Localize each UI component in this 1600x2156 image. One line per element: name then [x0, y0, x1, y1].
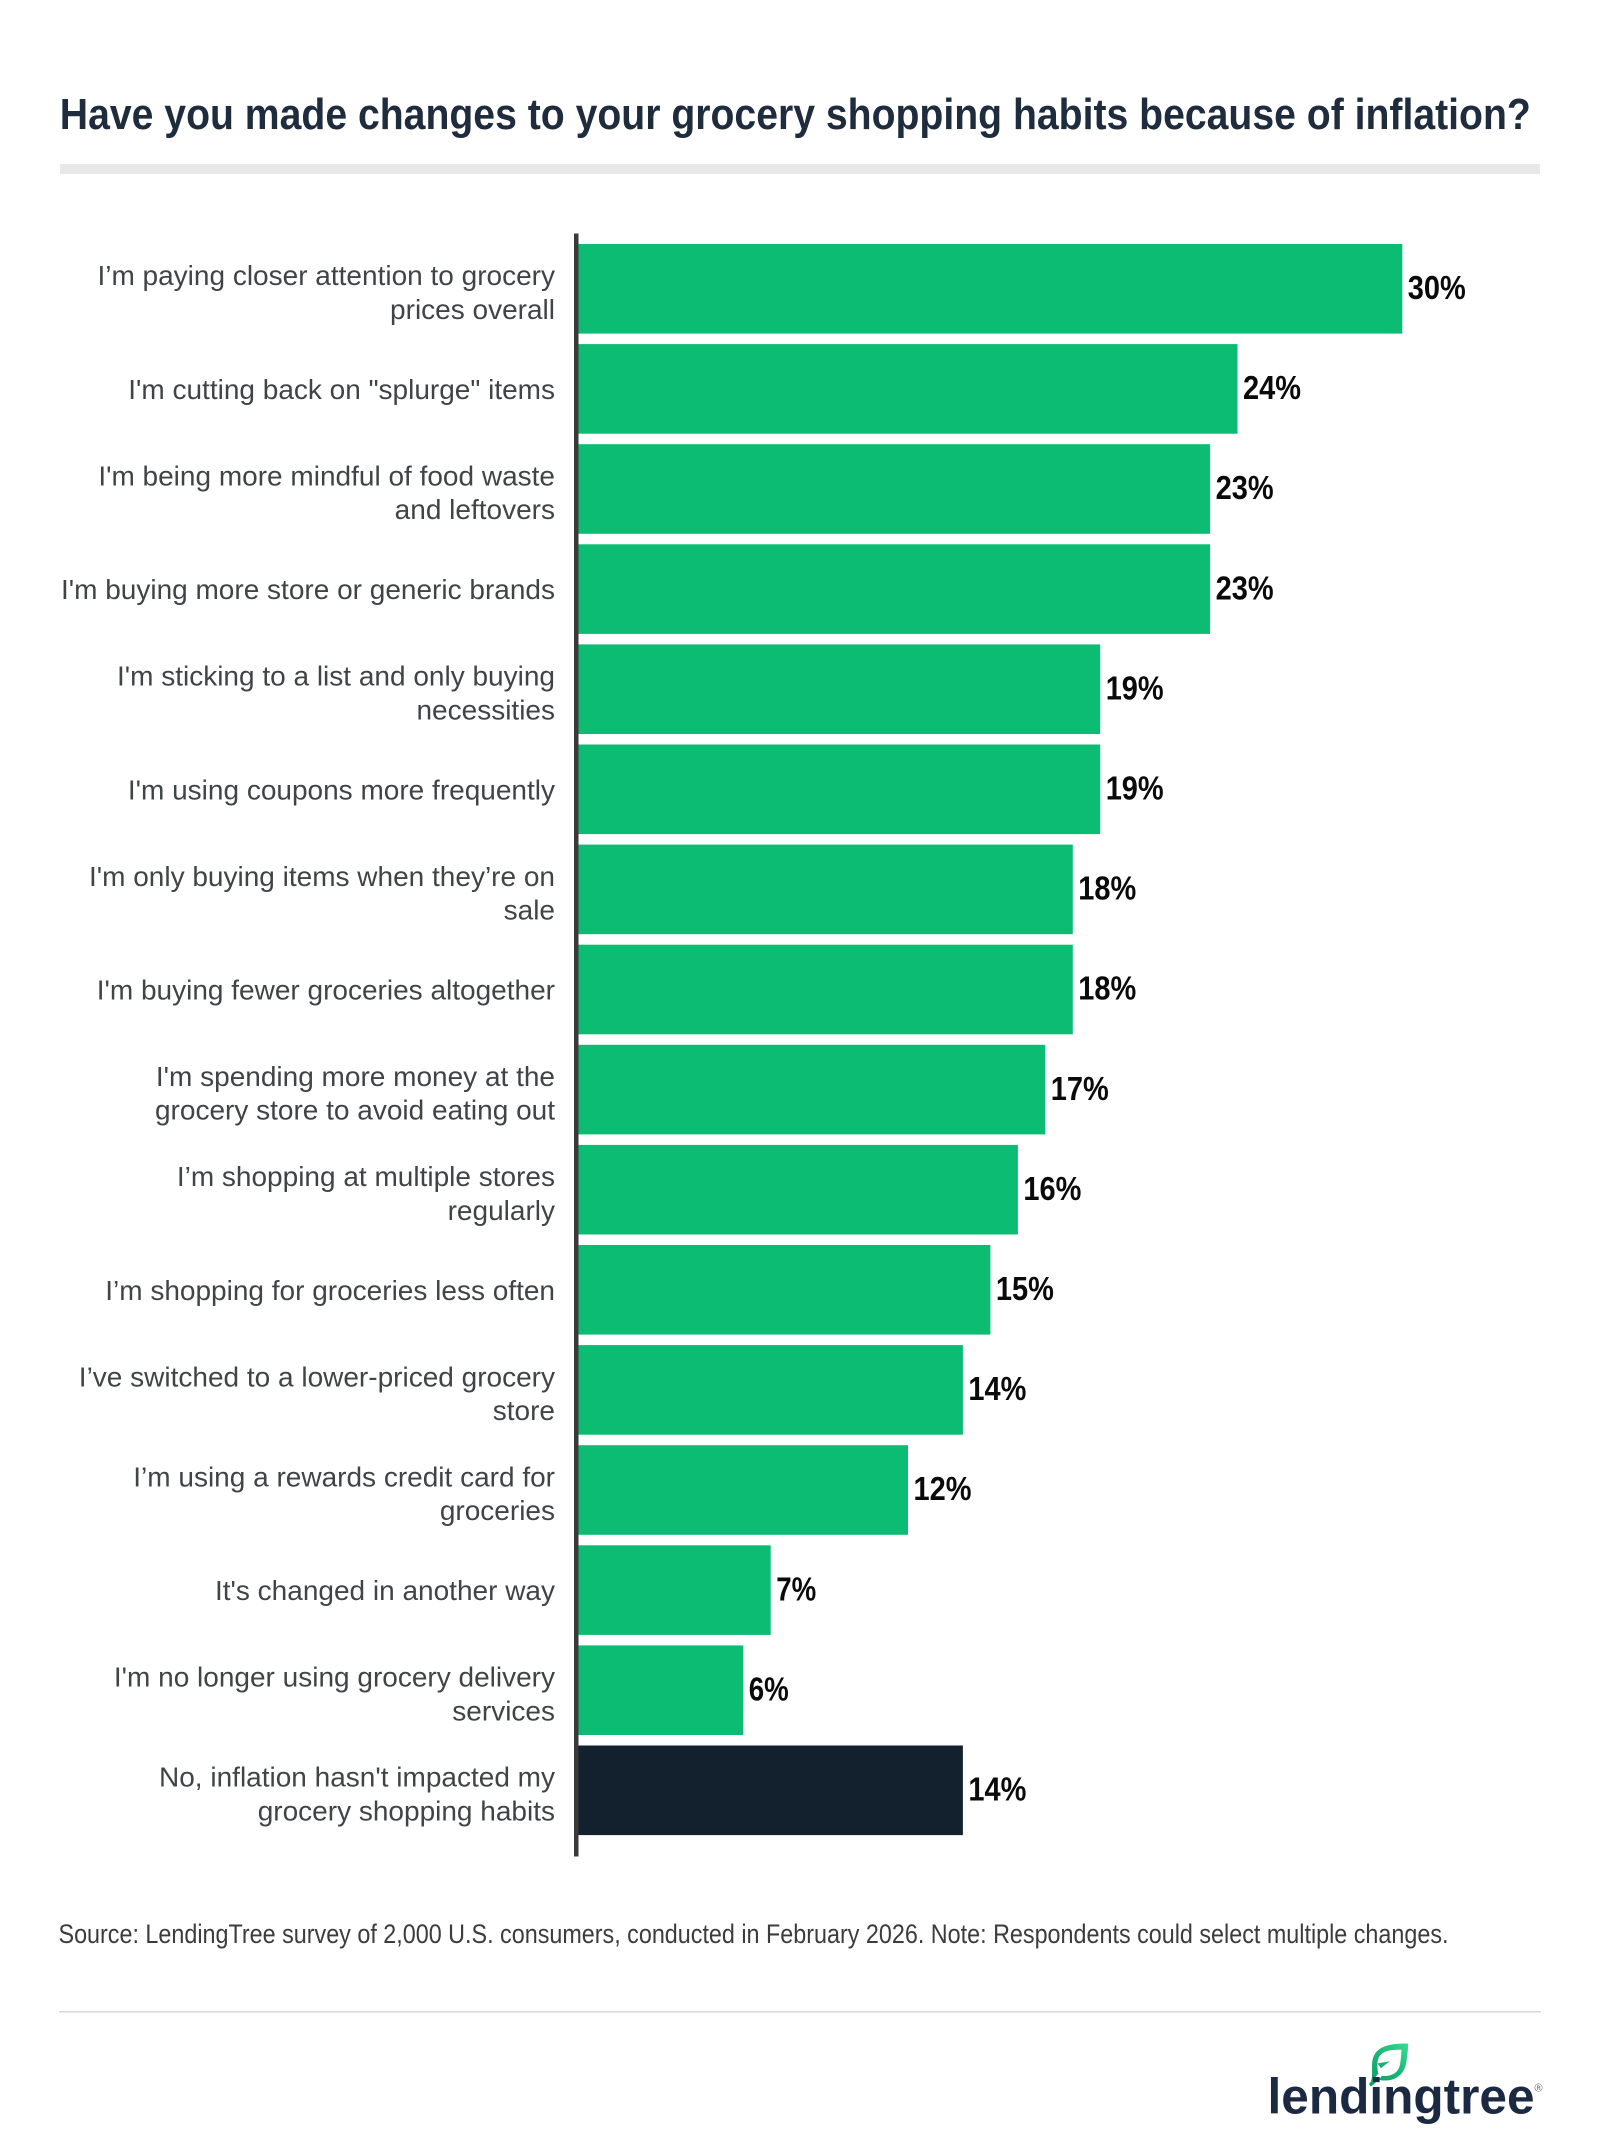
- svg-text:Source: LendingTree survey of: Source: LendingTree survey of 2,000 U.S.…: [59, 1919, 1449, 1949]
- svg-text:14%: 14%: [968, 1370, 1026, 1407]
- svg-text:and leftovers: and leftovers: [395, 494, 555, 525]
- svg-text:necessities: necessities: [416, 694, 555, 725]
- svg-text:15%: 15%: [996, 1270, 1054, 1307]
- svg-text:I'm spending more money at the: I'm spending more money at the: [156, 1061, 555, 1092]
- svg-text:I'm only buying items when the: I'm only buying items when they’re on: [89, 861, 555, 892]
- svg-text:18%: 18%: [1078, 870, 1136, 907]
- svg-text:12%: 12%: [914, 1470, 972, 1507]
- svg-text:services: services: [452, 1695, 555, 1726]
- svg-text:16%: 16%: [1023, 1170, 1081, 1207]
- svg-text:14%: 14%: [968, 1771, 1026, 1808]
- svg-text:I’ve switched to a lower-price: I’ve switched to a lower-priced grocery: [79, 1361, 555, 1392]
- svg-text:I’m shopping for groceries les: I’m shopping for groceries less often: [105, 1275, 555, 1306]
- svg-text:®: ®: [1535, 2083, 1543, 2095]
- svg-text:prices overall: prices overall: [390, 294, 555, 325]
- svg-text:19%: 19%: [1106, 669, 1164, 706]
- svg-text:Have you made changes to your: Have you made changes to your grocery sh…: [60, 90, 1531, 139]
- svg-text:It's changed in another way: It's changed in another way: [215, 1575, 555, 1606]
- svg-text:I’m using a rewards credit car: I’m using a rewards credit card for: [133, 1461, 555, 1492]
- svg-text:sale: sale: [504, 895, 555, 926]
- svg-text:regularly: regularly: [448, 1195, 555, 1226]
- svg-text:store: store: [493, 1395, 555, 1426]
- svg-text:grocery shopping habits: grocery shopping habits: [258, 1795, 555, 1826]
- svg-text:lendingtree: lendingtree: [1268, 2069, 1535, 2125]
- svg-text:groceries: groceries: [440, 1495, 555, 1526]
- svg-text:I'm sticking to a list and onl: I'm sticking to a list and only buying: [117, 661, 555, 692]
- svg-text:I’m shopping at multiple store: I’m shopping at multiple stores: [177, 1161, 555, 1192]
- svg-text:23%: 23%: [1216, 569, 1274, 606]
- svg-text:19%: 19%: [1106, 770, 1164, 807]
- svg-text:I'm buying fewer groceries alt: I'm buying fewer groceries altogether: [97, 975, 555, 1006]
- svg-text:24%: 24%: [1243, 369, 1301, 406]
- svg-text:17%: 17%: [1051, 1070, 1109, 1107]
- svg-text:I'm being more mindful of food: I'm being more mindful of food waste: [98, 460, 555, 491]
- svg-text:I'm cutting back on "splurge": I'm cutting back on "splurge" items: [128, 374, 555, 405]
- svg-text:30%: 30%: [1408, 269, 1466, 306]
- svg-text:7%: 7%: [776, 1570, 816, 1607]
- svg-text:I'm no longer using grocery de: I'm no longer using grocery delivery: [114, 1662, 555, 1693]
- svg-text:I'm using coupons more frequen: I'm using coupons more frequently: [128, 774, 555, 805]
- svg-text:18%: 18%: [1078, 970, 1136, 1007]
- svg-text:23%: 23%: [1216, 469, 1274, 506]
- svg-text:I’m paying closer attention to: I’m paying closer attention to grocery: [97, 260, 555, 291]
- svg-text:No, inflation hasn't impacted: No, inflation hasn't impacted my: [159, 1762, 555, 1793]
- svg-text:grocery store to avoid eating: grocery store to avoid eating out: [155, 1095, 555, 1126]
- svg-text:I'm buying more store or gener: I'm buying more store or generic brands: [61, 574, 555, 605]
- svg-text:6%: 6%: [749, 1670, 789, 1707]
